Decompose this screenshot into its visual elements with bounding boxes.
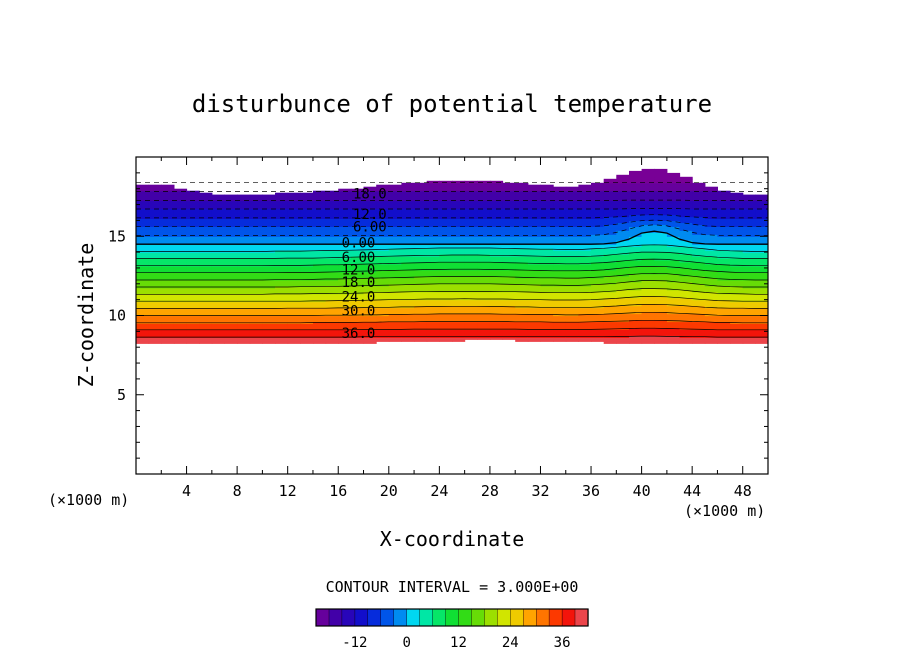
x-tick-label: 4 [182, 482, 191, 500]
colorbar-swatch [381, 609, 394, 626]
x-tick-label: 44 [683, 482, 701, 500]
field-cell [604, 179, 617, 182]
colorbar-swatch [536, 609, 549, 626]
x-tick-label: 28 [481, 482, 499, 500]
x-unit-left: (×1000 m) [48, 491, 129, 509]
contour-label: 30.0 [342, 304, 376, 320]
field-cell [629, 171, 642, 174]
field-cell [250, 195, 263, 198]
field-cell [149, 185, 162, 188]
colorbar-swatch [329, 609, 342, 626]
field-cell [541, 185, 554, 188]
field-cell [654, 169, 667, 172]
colorbar-swatch [459, 609, 472, 626]
y-tick-label: 5 [117, 386, 126, 404]
field-cell [730, 193, 743, 196]
colorbar-tick-label: 24 [502, 635, 519, 651]
colorbar-swatch [420, 609, 433, 626]
field-cell [174, 189, 187, 192]
x-unit-right: (×1000 m) [684, 502, 765, 520]
colorbar-swatch [342, 609, 355, 626]
colorbar-swatch [562, 609, 575, 626]
colorbar-swatch [471, 609, 484, 626]
y-axis-label: Z-coordinate [74, 243, 98, 388]
field-cell [591, 183, 604, 186]
x-tick-label: 32 [531, 482, 549, 500]
field-cell [187, 191, 200, 194]
field-cell [225, 195, 238, 198]
field-cell [199, 193, 212, 196]
colorbar-swatch [549, 609, 562, 626]
field-cell [338, 189, 351, 192]
field-cell [642, 169, 655, 172]
field-cell [136, 185, 149, 188]
colorbar-swatch [484, 609, 497, 626]
field-cell [680, 177, 693, 180]
colorbar-swatch [510, 609, 523, 626]
colorbar-swatch [316, 609, 329, 626]
colorbar-swatch [368, 609, 381, 626]
y-tick-label: 10 [108, 307, 126, 325]
field-cell [212, 195, 225, 198]
field-cell [389, 185, 402, 188]
x-tick-label: 20 [380, 482, 398, 500]
field-cell [717, 191, 730, 194]
x-tick-label: 36 [582, 482, 600, 500]
field-cell [743, 195, 756, 198]
field-cell [161, 185, 174, 188]
x-tick-label: 8 [233, 482, 242, 500]
field-cell [578, 185, 591, 188]
field-cell [288, 193, 301, 196]
x-tick-label: 24 [430, 482, 448, 500]
colorbar-swatch [433, 609, 446, 626]
colorbar-swatch [575, 609, 588, 626]
field-cell [705, 187, 718, 190]
contour-interval-text: CONTOUR INTERVAL = 3.000E+00 [326, 578, 579, 596]
contour-label: 36.0 [342, 326, 376, 342]
colorbar-tick-label: 36 [554, 635, 571, 651]
field-cell [692, 183, 705, 186]
field-cell [515, 183, 528, 186]
field-cell [553, 187, 566, 190]
colorbar-tick-label: 12 [450, 635, 467, 651]
contour-label: 6.00 [353, 220, 387, 236]
chart-title: disturbunce of potential temperature [192, 90, 712, 118]
field-cell [326, 191, 339, 194]
y-tick-label: 15 [108, 227, 126, 245]
field-cell [237, 195, 250, 198]
colorbar [316, 609, 588, 626]
x-axis-label: X-coordinate [380, 527, 525, 551]
colorbar-swatch [523, 609, 536, 626]
field-cell [667, 173, 680, 176]
field-cell [616, 175, 629, 178]
x-tick-label: 40 [633, 482, 651, 500]
colorbar-swatch [355, 609, 368, 626]
field-cell [528, 185, 541, 188]
colorbar-tick-label: 0 [402, 635, 410, 651]
field-cell [313, 191, 326, 194]
field-cell [755, 195, 768, 198]
x-tick-label: 48 [734, 482, 752, 500]
field-cell [275, 193, 288, 196]
contour-field [136, 169, 769, 344]
x-tick-label: 16 [329, 482, 347, 500]
colorbar-swatch [394, 609, 407, 626]
field-cell [503, 183, 516, 186]
colorbar-swatch [497, 609, 510, 626]
colorbar-swatch [446, 609, 459, 626]
field-cell [300, 193, 313, 196]
colorbar-tick-label: -12 [342, 635, 367, 651]
colorbar-swatch [407, 609, 420, 626]
colorbar-ticks: -12 0 12 24 36 [342, 635, 570, 651]
field-cell [401, 183, 414, 186]
contour-label: 18.0 [353, 186, 387, 202]
field-cell [414, 183, 427, 186]
field-cell [262, 195, 275, 198]
field-cell [566, 187, 579, 190]
x-tick-label: 12 [279, 482, 297, 500]
